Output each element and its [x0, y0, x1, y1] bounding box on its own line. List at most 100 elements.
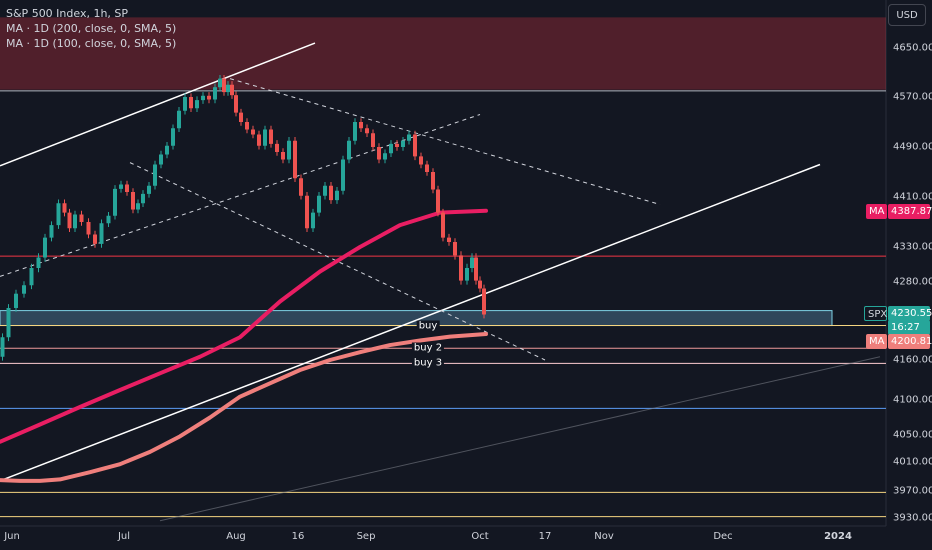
x-tick-label: 2024 — [824, 531, 852, 542]
trendline-1 — [0, 163, 821, 482]
x-tick-label: 16 — [291, 531, 305, 542]
candle-body-68 — [401, 140, 405, 147]
trendline-4 — [229, 78, 661, 205]
ma-line-0 — [0, 208, 488, 444]
candle-body-37 — [222, 78, 226, 93]
zones — [0, 17, 886, 327]
candle-body-31 — [189, 97, 193, 109]
trendline-0 — [0, 42, 316, 167]
y-tick-label: 4490.00 — [893, 141, 932, 153]
y-tick-label: 4010.00 — [893, 456, 932, 468]
candle-body-58 — [341, 159, 345, 191]
candle-body-32 — [195, 100, 199, 109]
candle-body-65 — [383, 153, 387, 160]
candle-body-61 — [359, 122, 363, 129]
candle-body-47 — [275, 143, 279, 152]
candle-body-81 — [474, 257, 478, 281]
indicator-ma-100[interactable]: MA · 1D (100, close, 0, SMA, 5) — [6, 37, 177, 50]
candle-body-30 — [183, 97, 187, 111]
x-tick-label: 17 — [538, 531, 552, 542]
candle-body-20 — [125, 184, 129, 192]
candle-body-73 — [431, 172, 435, 190]
candle-body-69 — [407, 134, 411, 141]
candle-body-9 — [56, 203, 61, 226]
candle-body-35 — [213, 87, 217, 100]
candle-body-7 — [43, 237, 47, 258]
candle-body-34 — [207, 95, 211, 100]
candle-body-83 — [482, 288, 486, 315]
spx-tag: SPX — [864, 306, 887, 321]
trendline-5 — [159, 356, 881, 522]
candle-body-15 — [93, 234, 97, 244]
candle-body-72 — [425, 164, 429, 172]
candle-body-59 — [347, 140, 351, 160]
candle-body-17 — [106, 215, 111, 224]
candle-body-67 — [395, 143, 399, 147]
trendlines — [0, 42, 881, 522]
candle-body-45 — [263, 129, 267, 146]
x-tick-label: Nov — [594, 531, 614, 542]
x-tick-label: Sep — [356, 531, 376, 542]
candle-body-41 — [239, 112, 243, 122]
candle-body-8 — [49, 225, 54, 238]
candle-body-50 — [293, 140, 297, 179]
candle-body-78 — [459, 255, 463, 281]
x-tick-label: Dec — [713, 531, 733, 542]
candle-body-62 — [365, 128, 369, 134]
candle-body-48 — [281, 152, 285, 160]
y-tick-label: 4100.00 — [893, 394, 932, 406]
y-tick-label: 3970.00 — [893, 485, 932, 497]
candle-body-10 — [62, 203, 67, 213]
candle-body-52 — [305, 195, 309, 229]
candle-body-66 — [389, 143, 393, 154]
candle-body-14 — [86, 222, 91, 235]
x-tick-label: Jun — [4, 531, 20, 542]
candle-body-54 — [317, 195, 321, 213]
candle-body-12 — [73, 214, 77, 229]
candle-body-29 — [177, 110, 181, 129]
candle-body-71 — [419, 156, 423, 165]
candle-body-46 — [269, 129, 273, 144]
candle-body-19 — [119, 184, 123, 189]
candle-body-33 — [201, 95, 205, 101]
candle-body-25 — [153, 164, 157, 186]
level-label-3: buy 2 — [411, 342, 445, 354]
candle-body-23 — [141, 193, 145, 204]
ma-line-1 — [0, 332, 488, 483]
currency-selector[interactable]: USD — [888, 4, 926, 26]
candle-body-75 — [441, 212, 445, 238]
ma-200-tag: MA — [866, 204, 887, 219]
y-tick-label: 4050.00 — [893, 429, 932, 441]
y-tick-label: 3930.00 — [893, 512, 932, 524]
x-tick-label: Aug — [226, 531, 246, 542]
candle-body-21 — [131, 192, 135, 210]
candle-body-39 — [230, 84, 234, 96]
candle-body-36 — [218, 78, 222, 88]
candle-body-5 — [29, 268, 34, 286]
ma-100-value-badge: 4200.81 — [888, 334, 932, 349]
bar-countdown: 16:27 — [888, 320, 930, 335]
candle-body-24 — [147, 185, 151, 194]
y-tick-label: 4280.00 — [893, 276, 932, 288]
candle-body-53 — [311, 212, 315, 229]
candle-body-63 — [371, 133, 375, 147]
y-tick-label: 4570.00 — [893, 91, 932, 103]
candle-body-16 — [99, 223, 104, 244]
y-tick-label: 4410.00 — [893, 191, 932, 203]
candle-body-22 — [136, 203, 140, 210]
candle-body-1 — [0, 337, 5, 357]
candle-body-74 — [436, 189, 440, 213]
candle-body-70 — [413, 134, 417, 157]
candle-body-57 — [335, 190, 339, 201]
candle-body-6 — [36, 257, 41, 268]
indicator-ma-200[interactable]: MA · 1D (200, close, 0, SMA, 5) — [6, 22, 177, 35]
candle-body-79 — [465, 268, 469, 281]
candle-body-38 — [226, 84, 230, 93]
candle-body-80 — [470, 257, 474, 268]
ma-100-tag: MA — [866, 334, 887, 349]
chart-legend: S&P 500 Index, 1h, SP MA · 1D (200, clos… — [6, 6, 176, 51]
candle-body-18 — [113, 188, 117, 216]
spx-price-badge: 4230.55 — [888, 306, 932, 321]
y-tick-label: 4330.00 — [893, 241, 932, 253]
